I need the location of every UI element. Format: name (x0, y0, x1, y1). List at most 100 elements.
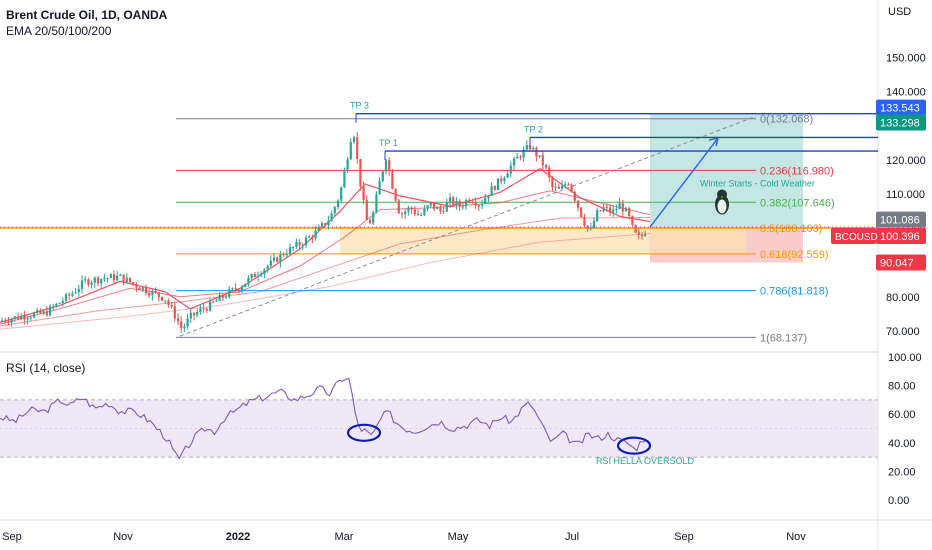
time-tick-1: Nov (113, 531, 133, 543)
price-axis: 70.00080.00090.000100.000110.000120.0001… (831, 52, 926, 507)
candle-body (557, 186, 560, 189)
candle-body (484, 198, 487, 204)
candle-body (455, 200, 458, 205)
candle-body (87, 279, 90, 285)
target-label-1: TP 2 (524, 124, 543, 134)
rsi-circle-1 (346, 423, 382, 442)
price-tick-4: 110.000 (886, 189, 925, 201)
candle-body (4, 320, 7, 322)
ema-line-0 (0, 167, 651, 323)
candle-body (295, 242, 298, 247)
candle-body (160, 296, 164, 301)
price-label-4: 90.047 (880, 257, 914, 269)
price-tick-7: 140.000 (886, 87, 926, 99)
price-label-bg-1 (876, 114, 926, 131)
rsi-circle-2 (616, 436, 652, 455)
price-label-3: 100.396 (880, 231, 920, 243)
candle-body (272, 257, 276, 261)
candle-body (141, 287, 144, 290)
candle-body (170, 304, 173, 307)
time-tick-7: Nov (786, 531, 806, 543)
candle-body (474, 202, 477, 206)
candle-body (48, 306, 52, 316)
candle-body (276, 257, 279, 262)
candle-body (180, 321, 183, 329)
candle-body (628, 208, 631, 217)
target-label-0: TP 3 (350, 101, 369, 111)
candle-body (128, 277, 132, 283)
candle-body (167, 300, 170, 305)
fib-label-4: 0.618(92.559) (760, 249, 829, 261)
candle-body (423, 208, 426, 216)
candle-body (247, 277, 250, 284)
target-lines: TP 3 TP 2 TP 1 (350, 101, 878, 228)
price-label-bg-4 (876, 254, 926, 271)
candle-body (640, 234, 644, 236)
price-tick-1: 80.000 (886, 292, 920, 304)
candle-body (256, 275, 260, 278)
candle-body (487, 195, 490, 199)
candle-body (58, 303, 61, 305)
candle-body (90, 282, 93, 285)
candle-body (176, 318, 180, 322)
candle-body (522, 149, 525, 158)
candle-body (212, 301, 215, 303)
candle-body (304, 237, 308, 245)
candle-body (404, 211, 407, 215)
candle-body (605, 207, 608, 209)
candle-body (106, 278, 109, 280)
candle-body (602, 207, 605, 212)
candle-body (631, 216, 634, 226)
candle-body (612, 209, 615, 213)
price-label-2: 101.086 (880, 215, 920, 227)
candle-body (39, 310, 42, 314)
indicator-label: EMA 20/50/100/200 (6, 24, 112, 38)
candle-body (173, 306, 176, 319)
candle-body (7, 321, 10, 323)
candle-body (260, 274, 263, 276)
candle-body (0, 320, 4, 322)
candle-body (544, 165, 548, 168)
candle-body (378, 180, 381, 195)
rsi-tick-1: 20.00 (888, 466, 916, 478)
candle-body (116, 275, 119, 281)
rsi-oversold-label: RSI HELLA OVERSOLD (596, 456, 695, 466)
candle-body (384, 160, 388, 172)
candle-body (109, 274, 112, 279)
candle-body (621, 203, 624, 212)
penguin-icon (715, 189, 729, 215)
annotations: Winter Starts - Cold Weather (700, 179, 815, 215)
candle-body (560, 185, 564, 189)
candle-body (592, 220, 596, 229)
candle-body (205, 309, 208, 311)
candle-body (244, 283, 247, 287)
candle-body (471, 201, 474, 203)
candle-body (506, 173, 509, 178)
candle-body (554, 186, 557, 188)
candle-body (458, 200, 461, 207)
candle-body (368, 219, 372, 224)
projection-arrow-line (649, 137, 719, 228)
candle-body (324, 223, 327, 226)
candle-body (496, 178, 500, 190)
candle-body (637, 232, 640, 235)
candle-body (394, 188, 397, 201)
candle-body (493, 186, 496, 190)
candle-body (439, 207, 442, 211)
candle-body (551, 177, 554, 188)
candle-body (445, 202, 448, 212)
candle-body (138, 287, 141, 290)
symbol-tag-bg (831, 228, 876, 245)
candle-body (55, 303, 58, 307)
candle-body (301, 244, 304, 246)
candle-body (442, 210, 445, 212)
candle-body (509, 165, 512, 174)
candle-body (320, 223, 324, 227)
candle-body (375, 194, 378, 213)
candle-body (413, 209, 416, 214)
candle-body (535, 147, 538, 157)
candle-body (202, 308, 205, 310)
penguin-head (717, 189, 727, 200)
candle-body (93, 277, 96, 283)
